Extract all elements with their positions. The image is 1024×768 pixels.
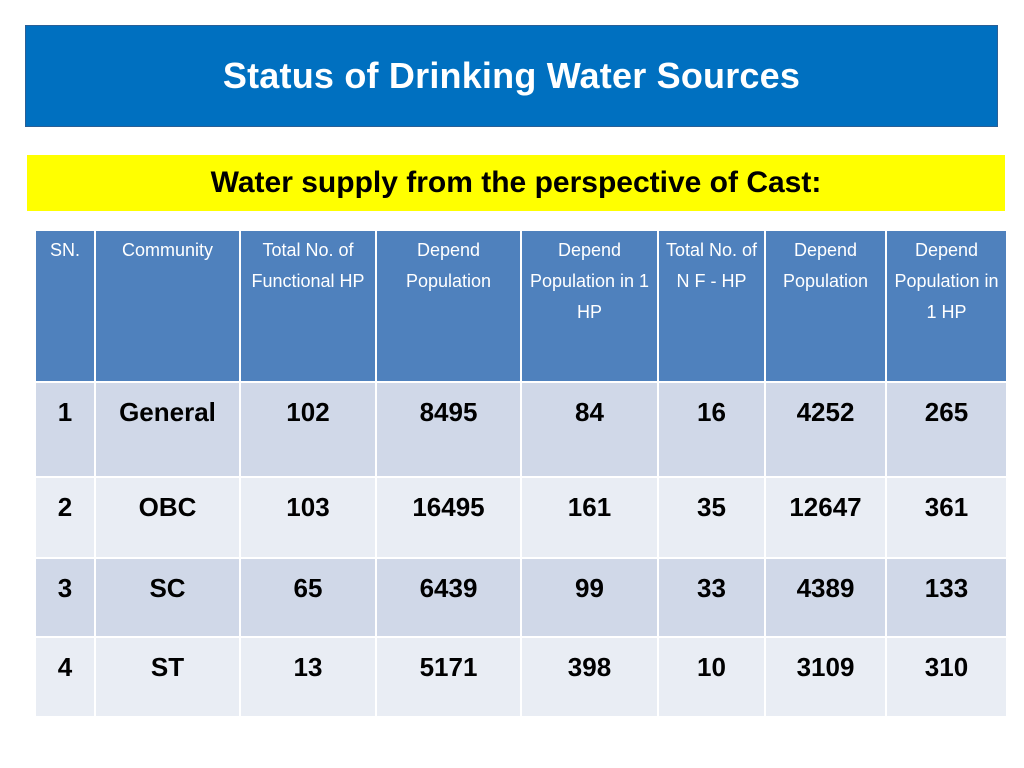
table-cell: 5171 <box>375 636 522 718</box>
table-cell: ST <box>94 636 241 718</box>
table-cell: 133 <box>885 557 1008 638</box>
header-total-nf-hp: Total No. of N F - HP <box>657 229 766 383</box>
table-cell: 6439 <box>375 557 522 638</box>
table-cell: 65 <box>239 557 377 638</box>
table-cell: 310 <box>885 636 1008 718</box>
table-cell: 4389 <box>764 557 887 638</box>
water-supply-table: SN. Community Total No. of Functional HP… <box>34 229 1008 718</box>
table-cell: 398 <box>520 636 659 718</box>
table-cell: 33 <box>657 557 766 638</box>
header-nf-depend-population-per-hp: Depend Population in 1 HP <box>885 229 1008 383</box>
table-cell: 4252 <box>764 381 887 478</box>
header-total-functional-hp: Total No. of Functional HP <box>239 229 377 383</box>
header-nf-depend-population: Depend Population <box>764 229 887 383</box>
table-cell: 1 <box>34 381 96 478</box>
table-cell: SC <box>94 557 241 638</box>
table-cell: 102 <box>239 381 377 478</box>
table-cell: 265 <box>885 381 1008 478</box>
table-cell: 361 <box>885 476 1008 559</box>
table-cell: 16 <box>657 381 766 478</box>
header-depend-population-per-hp: Depend Population in 1 HP <box>520 229 659 383</box>
table-row: 4 ST 13 5171 398 10 3109 310 <box>34 636 1008 718</box>
table-row: 1 General 102 8495 84 16 4252 265 <box>34 381 1008 478</box>
table-cell: 35 <box>657 476 766 559</box>
header-depend-population: Depend Population <box>375 229 522 383</box>
table-cell: 2 <box>34 476 96 559</box>
table-cell: 10 <box>657 636 766 718</box>
table-cell: 16495 <box>375 476 522 559</box>
table-cell: 103 <box>239 476 377 559</box>
table-cell: 13 <box>239 636 377 718</box>
header-sn: SN. <box>34 229 96 383</box>
table-row: 2 OBC 103 16495 161 35 12647 361 <box>34 476 1008 559</box>
table-cell: 84 <box>520 381 659 478</box>
table-header-row: SN. Community Total No. of Functional HP… <box>34 229 1008 383</box>
table-cell: 12647 <box>764 476 887 559</box>
table-cell: 99 <box>520 557 659 638</box>
subtitle-banner: Water supply from the perspective of Cas… <box>27 155 1005 211</box>
table-cell: 4 <box>34 636 96 718</box>
title-banner: Status of Drinking Water Sources <box>25 25 998 127</box>
header-community: Community <box>94 229 241 383</box>
table-cell: OBC <box>94 476 241 559</box>
table-cell: 161 <box>520 476 659 559</box>
table-cell: 3109 <box>764 636 887 718</box>
table-cell: General <box>94 381 241 478</box>
table-cell: 8495 <box>375 381 522 478</box>
table-cell: 3 <box>34 557 96 638</box>
slide-title: Status of Drinking Water Sources <box>222 55 801 96</box>
table-row: 3 SC 65 6439 99 33 4389 133 <box>34 557 1008 638</box>
slide-subtitle: Water supply from the perspective of Cas… <box>210 166 822 199</box>
